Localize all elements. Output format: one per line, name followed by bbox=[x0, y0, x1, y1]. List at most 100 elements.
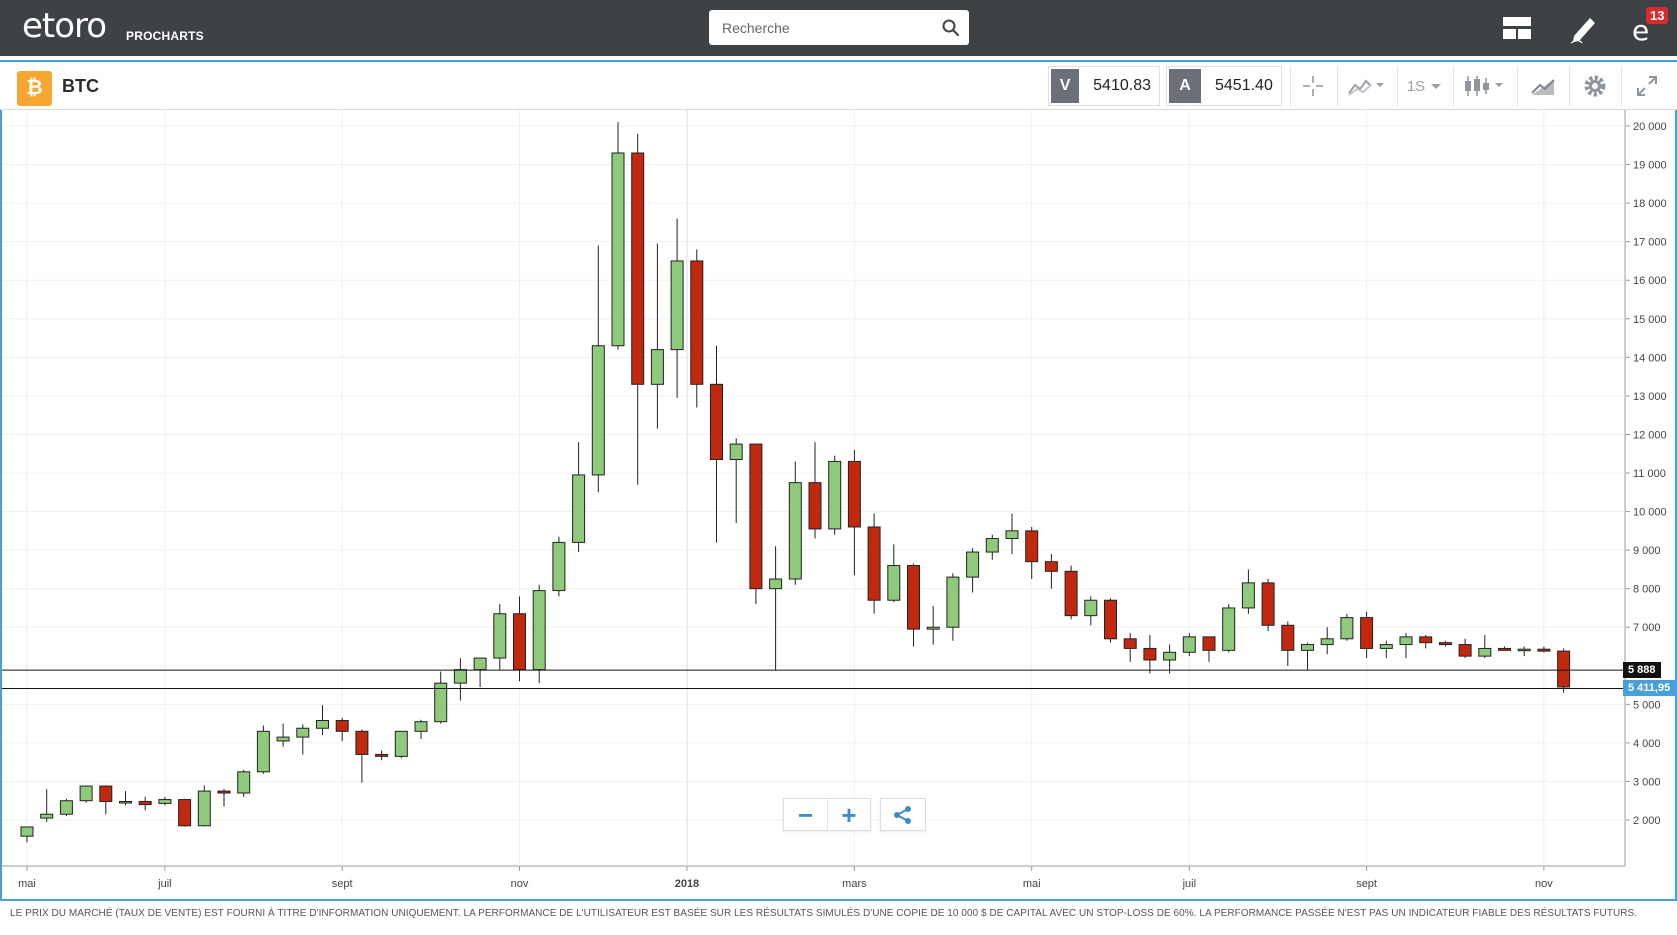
candle-up bbox=[591, 245, 605, 493]
candle-up bbox=[729, 438, 743, 524]
candle-body bbox=[1143, 647, 1157, 661]
pencil-icon[interactable] bbox=[1568, 12, 1602, 44]
candle-body bbox=[1044, 561, 1058, 572]
candle-body bbox=[907, 565, 920, 630]
candle-body bbox=[1123, 638, 1137, 649]
candle-up bbox=[59, 798, 73, 817]
last-price-tag: 5 888 bbox=[1623, 662, 1661, 679]
candle-body bbox=[1557, 650, 1571, 688]
candle-down bbox=[690, 249, 704, 408]
candle-down bbox=[867, 513, 881, 614]
candle-down bbox=[808, 442, 822, 539]
candle-down bbox=[1458, 638, 1472, 659]
candle-body bbox=[276, 736, 290, 742]
x-tick-label: nov bbox=[511, 878, 529, 890]
y-tick-label: 13 000 bbox=[1633, 391, 1667, 403]
candle-up bbox=[966, 548, 980, 593]
candle-body bbox=[316, 720, 329, 729]
candle-down bbox=[631, 133, 645, 485]
candle-up bbox=[670, 218, 684, 398]
y-tick-label: 12 000 bbox=[1633, 429, 1667, 441]
etoro-logo[interactable]: etoro bbox=[22, 6, 107, 46]
compare-button[interactable] bbox=[1337, 66, 1395, 106]
candle-down bbox=[1202, 636, 1216, 662]
candle-body bbox=[1399, 636, 1413, 646]
notifications-icon[interactable]: e bbox=[1630, 12, 1670, 44]
disclaimer-text: LE PRIX DU MARCHÉ (TAUX DE VENTE) EST FO… bbox=[10, 908, 1638, 919]
candle-body bbox=[611, 152, 625, 347]
candle-body bbox=[493, 613, 507, 659]
share-button[interactable] bbox=[880, 798, 926, 831]
candle-up bbox=[769, 546, 783, 671]
candle-body bbox=[1419, 636, 1433, 644]
candle-up bbox=[1005, 513, 1019, 554]
candle-up bbox=[237, 769, 251, 797]
fullscreen-icon bbox=[1636, 76, 1657, 96]
candle-up bbox=[79, 785, 93, 803]
zoom-in-button[interactable]: + bbox=[826, 798, 870, 831]
candle-down bbox=[847, 449, 861, 576]
candle-up bbox=[572, 442, 586, 553]
interval-label: 1S bbox=[1406, 77, 1426, 95]
crosshair-button[interactable] bbox=[1290, 66, 1335, 106]
zoom-out-button[interactable]: − bbox=[797, 799, 814, 830]
candle-up bbox=[316, 705, 329, 736]
instrument-name: BTC bbox=[62, 76, 99, 96]
candle-up bbox=[887, 544, 901, 603]
candle-down bbox=[749, 443, 763, 605]
fullscreen-button[interactable] bbox=[1621, 66, 1671, 106]
candle-up bbox=[119, 791, 132, 806]
candlestick-icon bbox=[1464, 76, 1503, 96]
candle-down bbox=[710, 345, 723, 543]
candle-body bbox=[197, 790, 211, 827]
candle-body bbox=[1025, 530, 1039, 563]
candle-down bbox=[1419, 634, 1433, 649]
candle-body bbox=[1498, 647, 1511, 651]
candle-body bbox=[946, 576, 960, 628]
compare-icon bbox=[1347, 79, 1384, 96]
candle-down bbox=[1438, 640, 1452, 647]
candle-body bbox=[1064, 570, 1078, 617]
candle-body bbox=[1301, 644, 1314, 651]
top-bar: etoro PROCHARTS e 13 bbox=[0, 0, 1677, 56]
settings-button[interactable] bbox=[1569, 66, 1619, 106]
y-tick-label: 5 000 bbox=[1633, 699, 1661, 711]
candle-down bbox=[1281, 621, 1295, 666]
search-input[interactable] bbox=[709, 10, 969, 45]
candle-up bbox=[40, 789, 54, 822]
notification-badge[interactable]: 13 bbox=[1646, 7, 1669, 24]
candle-body bbox=[453, 669, 467, 684]
candle-down bbox=[1537, 646, 1551, 653]
candle-body bbox=[1340, 617, 1354, 640]
layout-icon[interactable] bbox=[1500, 12, 1534, 44]
buy-price-button[interactable]: A 5451.40 bbox=[1166, 66, 1282, 106]
candle-body bbox=[40, 813, 54, 819]
candlestick-chart[interactable]: 20 000 19 000 18 000 17 000 16 000 15 000 14 0… bbox=[2, 110, 1675, 902]
indicators-button[interactable] bbox=[1517, 66, 1567, 106]
y-tick-label: 4 000 bbox=[1633, 738, 1661, 750]
candle-down bbox=[355, 729, 369, 783]
candle-up bbox=[197, 785, 211, 827]
candle-body bbox=[1261, 582, 1275, 626]
candle-down bbox=[178, 798, 192, 827]
y-tick-label: 20 000 bbox=[1633, 121, 1667, 133]
current-price-tag: 5 411,95 bbox=[1623, 680, 1676, 697]
candle-body bbox=[631, 152, 645, 385]
candle-body bbox=[749, 443, 763, 590]
candle-down bbox=[99, 785, 113, 815]
candle-down bbox=[375, 750, 389, 761]
candle-down bbox=[138, 796, 152, 811]
candle-body bbox=[650, 349, 664, 385]
candle-up bbox=[828, 455, 842, 535]
search-icon[interactable] bbox=[941, 18, 961, 38]
interval-dropdown[interactable]: 1S bbox=[1397, 66, 1451, 106]
candle-body bbox=[394, 730, 408, 757]
x-tick-label: juil bbox=[157, 878, 171, 890]
sell-price-button[interactable]: V 5410.83 bbox=[1048, 66, 1160, 106]
chart-type-button[interactable] bbox=[1453, 66, 1515, 106]
candle-up bbox=[1163, 644, 1177, 674]
candle-up bbox=[532, 584, 546, 684]
chevron-down-icon bbox=[1431, 84, 1442, 89]
candle-up bbox=[1399, 633, 1413, 659]
candle-body bbox=[138, 800, 152, 806]
